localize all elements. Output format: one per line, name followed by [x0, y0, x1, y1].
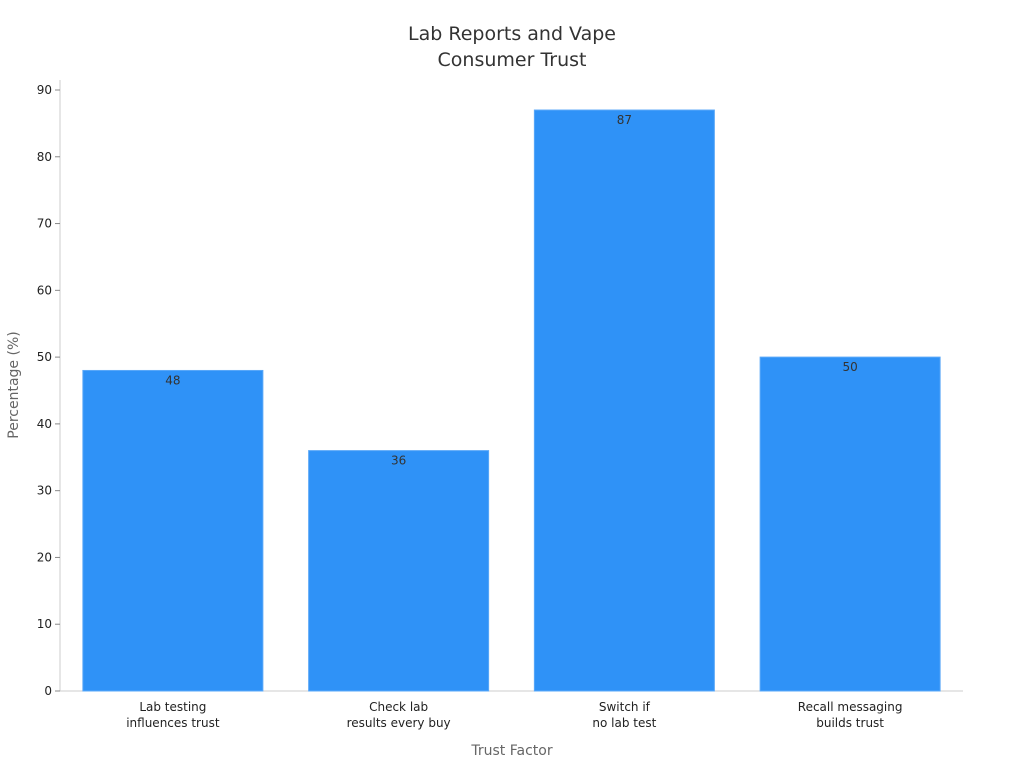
data-label: 36 — [391, 454, 406, 468]
x-tick-label: builds trust — [816, 716, 884, 730]
chart-title: Consumer Trust — [438, 49, 587, 71]
y-tick-label: 50 — [37, 350, 52, 364]
bar — [759, 356, 941, 692]
x-tick-label: Switch if — [599, 700, 651, 714]
data-label: 48 — [165, 373, 180, 387]
x-tick-label: Lab testing — [139, 700, 206, 714]
y-tick-label: 30 — [37, 484, 52, 498]
x-tick-label: no lab test — [592, 716, 656, 730]
y-tick-label: 80 — [37, 150, 52, 164]
y-tick-label: 40 — [37, 417, 52, 431]
x-tick-label: influences trust — [126, 716, 220, 730]
y-tick-label: 60 — [37, 283, 52, 297]
x-tick-label: results every buy — [347, 716, 451, 730]
y-tick-label: 0 — [44, 684, 52, 698]
x-tick-label: Check lab — [369, 700, 428, 714]
bar — [533, 109, 715, 692]
y-axis-label: Percentage (%) — [6, 331, 22, 438]
y-tick-label: 20 — [37, 550, 52, 564]
y-tick-label: 10 — [37, 617, 52, 631]
bar — [82, 369, 264, 692]
chart-title: Lab Reports and Vape — [408, 23, 616, 45]
y-tick-label: 70 — [37, 217, 52, 231]
y-tick-label: 90 — [37, 83, 52, 97]
x-axis-label: Trust Factor — [470, 743, 552, 759]
data-label: 50 — [842, 360, 857, 374]
data-label: 87 — [617, 113, 632, 127]
x-tick-label: Recall messaging — [798, 700, 903, 714]
bar — [308, 450, 490, 692]
